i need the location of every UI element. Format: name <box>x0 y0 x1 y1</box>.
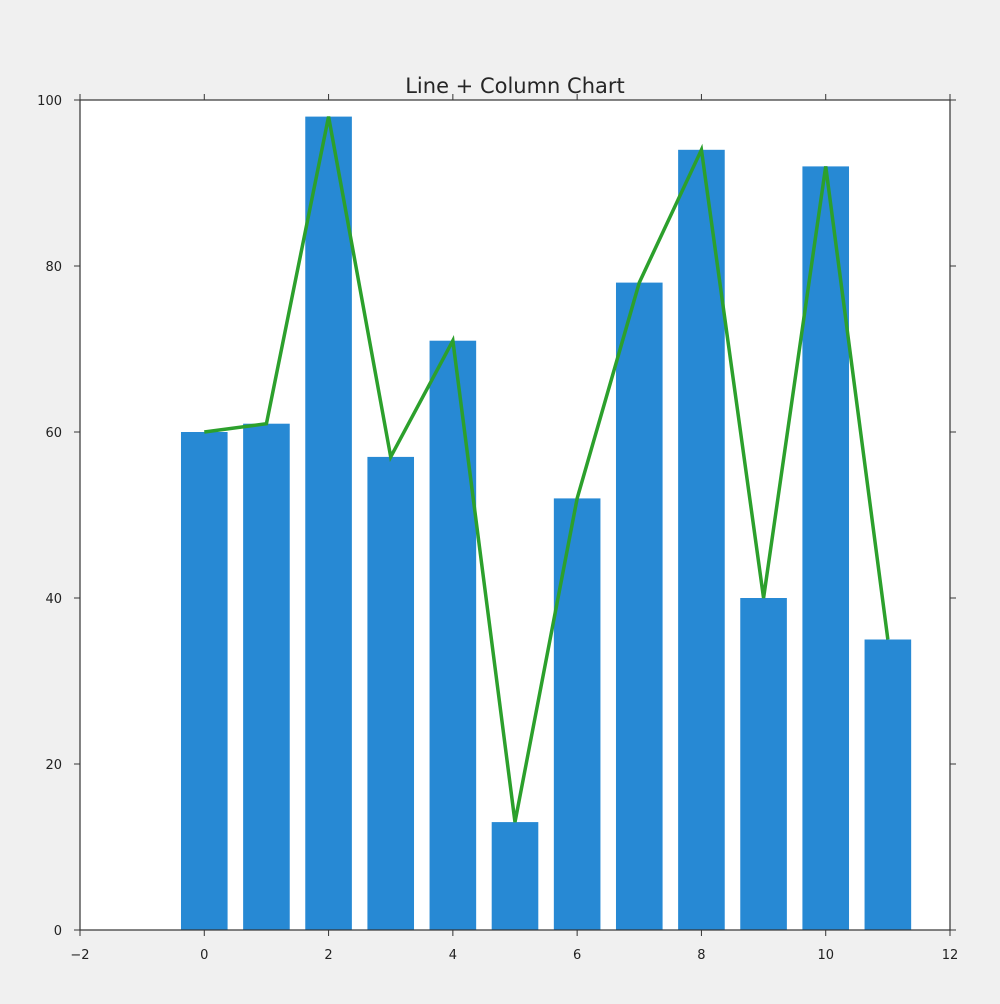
y-tick-label: 40 <box>45 592 62 607</box>
x-tick-label: 2 <box>324 948 332 963</box>
y-tick-label: 0 <box>54 924 62 939</box>
bar <box>429 340 477 930</box>
bar <box>740 598 787 930</box>
x-tick-label: −2 <box>70 948 89 963</box>
y-tick-label: 60 <box>45 426 62 441</box>
bar <box>864 639 912 930</box>
bar <box>491 822 539 930</box>
plot-frame <box>79 99 951 931</box>
bar <box>180 432 228 930</box>
line-series <box>204 116 890 823</box>
bar <box>305 116 352 931</box>
bar <box>678 149 725 931</box>
bar-series <box>180 116 912 931</box>
x-tick-label: 4 <box>449 948 457 963</box>
x-tick-label: 8 <box>697 948 705 963</box>
y-axis: 0 20 40 60 80 100 <box>37 94 956 939</box>
line-series-path <box>204 116 890 823</box>
x-tick-label: 0 <box>200 948 208 963</box>
bar <box>553 498 601 930</box>
x-tick-label: 6 <box>573 948 581 963</box>
chart-title: Line + Column Chart <box>405 74 625 98</box>
bar <box>367 456 415 930</box>
y-tick-label: 20 <box>45 758 62 773</box>
bar <box>243 423 290 930</box>
y-tick-label: 80 <box>45 260 62 275</box>
bar <box>615 282 663 931</box>
x-axis: −2 0 2 4 6 8 10 12 <box>70 94 958 963</box>
x-tick-label: 10 <box>817 948 834 963</box>
x-tick-label: 12 <box>942 948 959 963</box>
y-tick-label: 100 <box>37 94 62 109</box>
